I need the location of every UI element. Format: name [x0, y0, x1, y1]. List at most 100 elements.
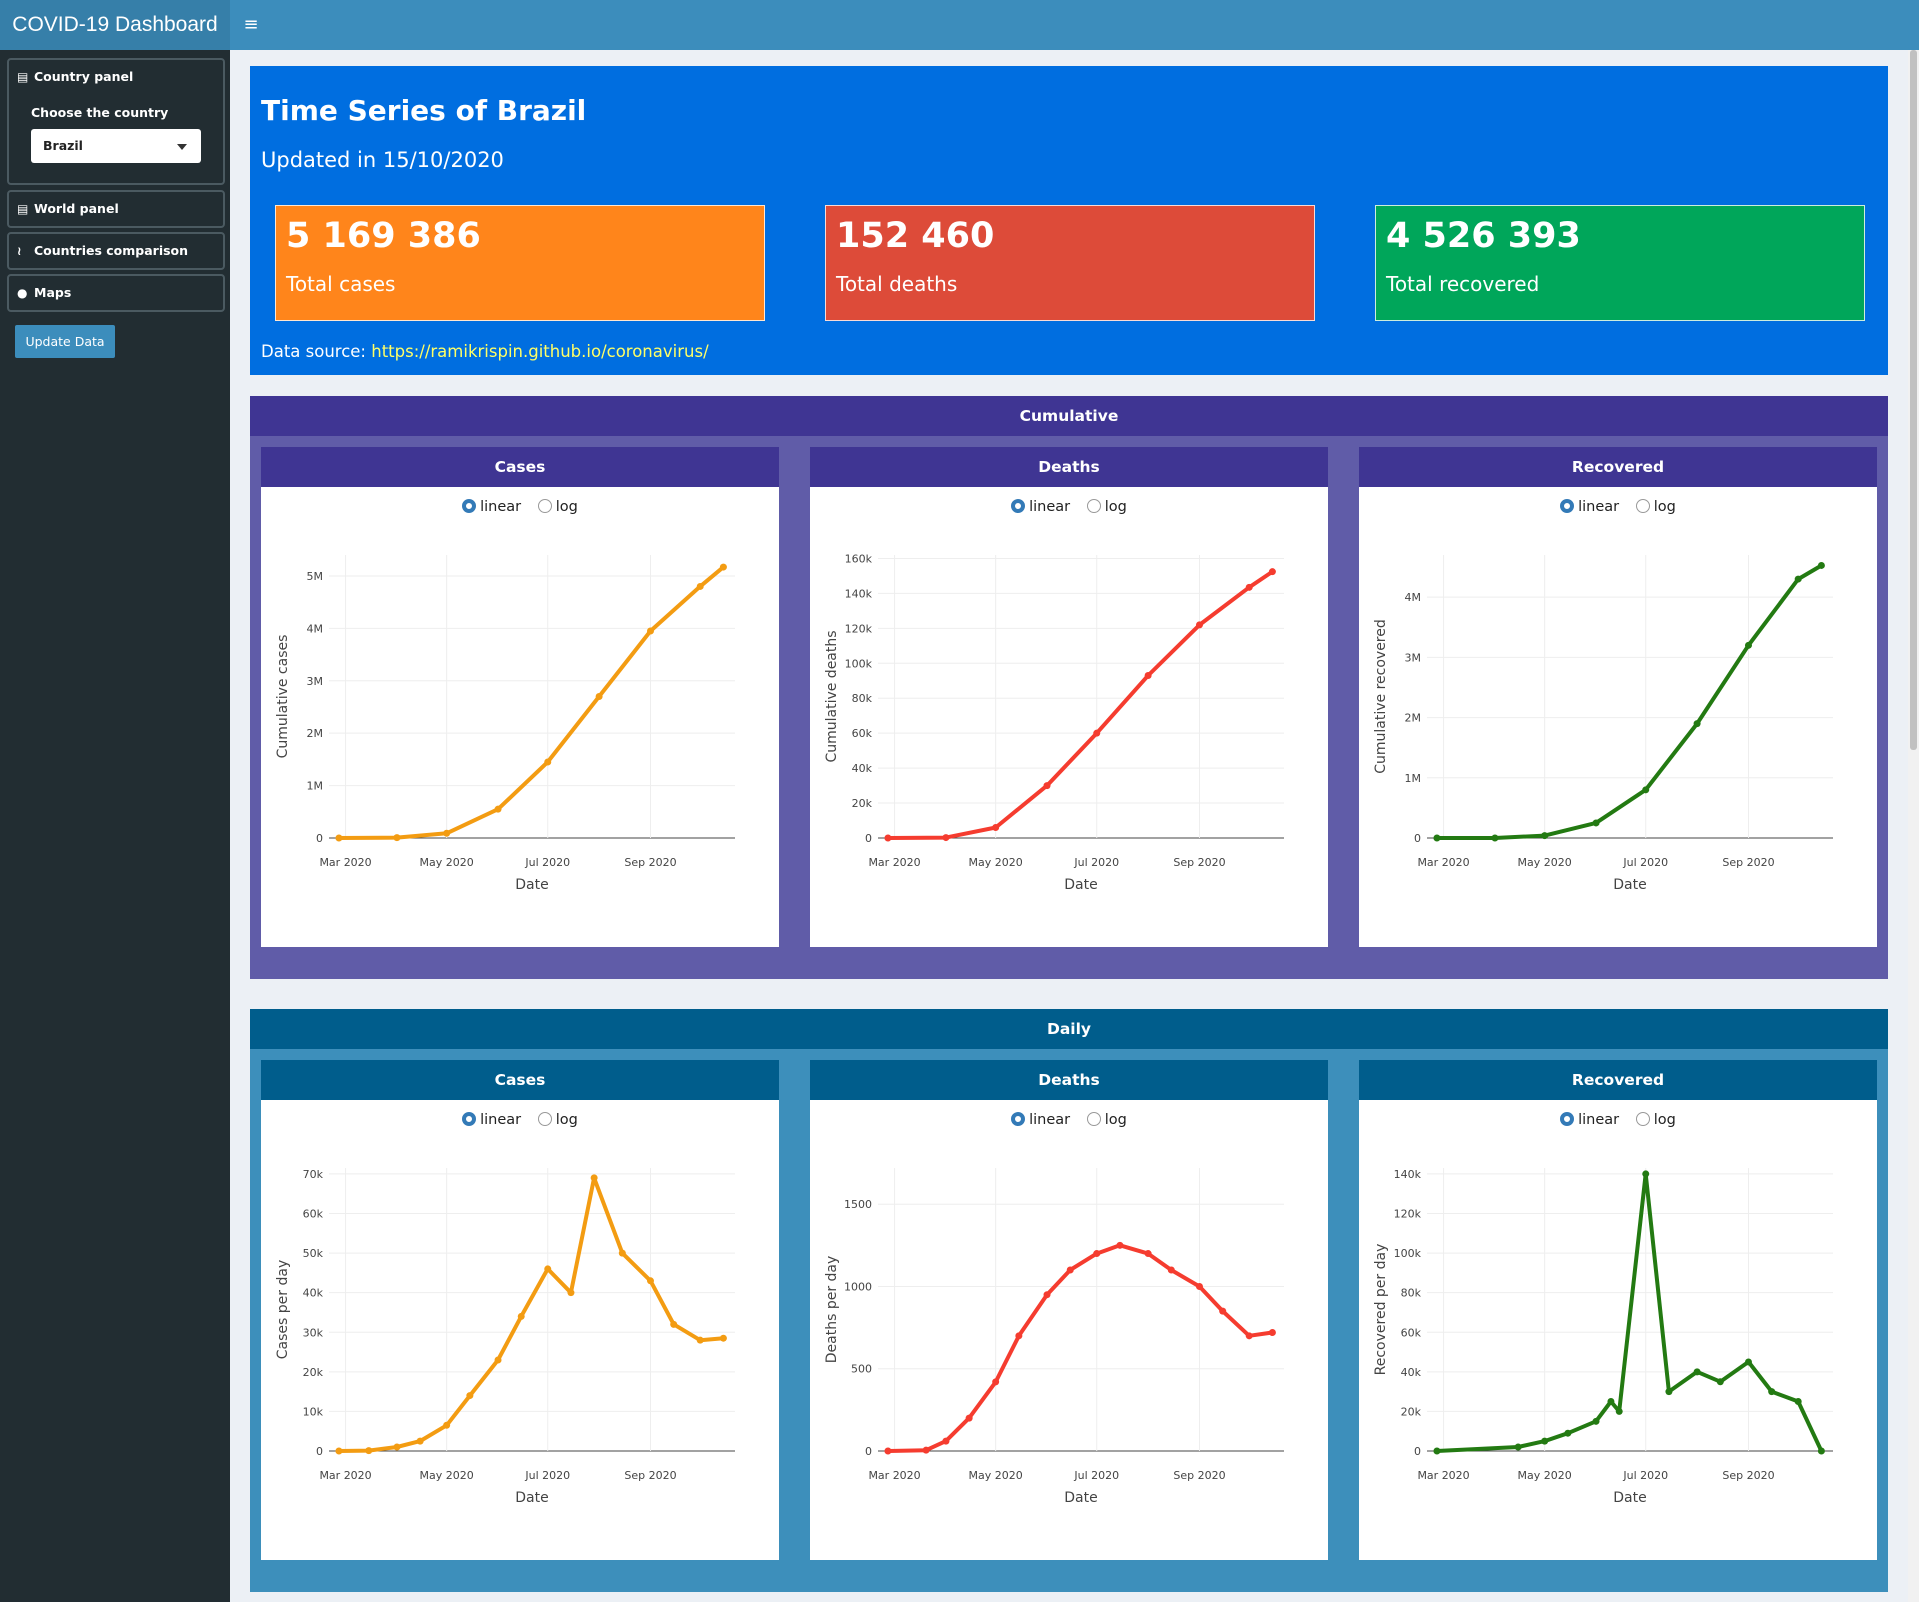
radio-dot-selected [1011, 499, 1026, 513]
y-tick-label: 50k [303, 1247, 324, 1260]
y-tick-label: 30k [303, 1326, 324, 1339]
radio-dot-selected [1560, 1112, 1575, 1126]
data-point [992, 1378, 1000, 1386]
radio-dot-selected [462, 1112, 477, 1126]
y-tick-label: 70k [303, 1168, 324, 1181]
y-tick-label: 4M [307, 622, 324, 635]
x-tick-label: May 2020 [969, 1469, 1023, 1482]
radio-dot [1086, 499, 1101, 513]
total-deaths-box: 152 460 Total deaths [825, 205, 1315, 321]
radio-log-label: log [555, 499, 578, 515]
data-point [1043, 782, 1051, 790]
data-point [1665, 1388, 1673, 1396]
series-line [338, 1175, 724, 1453]
radio-log[interactable]: log [537, 499, 578, 515]
data-point [1268, 1329, 1276, 1337]
radio-log[interactable]: log [1086, 1112, 1127, 1128]
radio-linear[interactable]: linear [1011, 499, 1070, 515]
data-point [696, 582, 704, 590]
y-tick-label: 120k [845, 622, 873, 635]
data-point [544, 1265, 552, 1273]
country-panel-title[interactable]: ▤ Country panel [17, 69, 133, 84]
y-tick-label: 60k [1401, 1326, 1422, 1339]
cumulative-cases-card: Cases linear log 0 1M 2M 3M 4M 5M Mar 2020 May … [261, 447, 779, 947]
radio-dot [1635, 1112, 1650, 1126]
total-recovered-label: Total recovered [1386, 272, 1540, 296]
bar-chart-icon: ▤ [17, 70, 29, 84]
data-point [1219, 1307, 1227, 1315]
sidebar-toggle-icon[interactable]: ≡ [243, 14, 259, 35]
data-point [466, 1392, 474, 1400]
country-panel-label: Country panel [34, 69, 134, 84]
radio-log[interactable]: log [1635, 499, 1676, 515]
data-point [670, 1320, 678, 1328]
page-scrollbar[interactable] [1908, 50, 1919, 1602]
data-point [1144, 1250, 1152, 1258]
y-tick-label: 0 [865, 832, 872, 845]
data-point [942, 1437, 950, 1445]
country-select[interactable]: Brazil [31, 129, 201, 163]
data-point [1144, 672, 1152, 680]
radio-log-label: log [1104, 1112, 1127, 1128]
x-tick-label: May 2020 [1518, 1469, 1572, 1482]
card-title: Cases [261, 1060, 779, 1100]
globe-icon: ● [17, 286, 28, 300]
series-line [338, 565, 725, 840]
data-point [1433, 834, 1441, 842]
card-title: Deaths [810, 1060, 1328, 1100]
data-point [595, 693, 603, 700]
radio-linear[interactable]: linear [1011, 1112, 1070, 1128]
total-cases-label: Total cases [286, 272, 396, 296]
cumulative-cases-chart: 0 1M 2M 3M 4M 5M Mar 2020 May 2020 Jul 2020 Sep 2… [275, 555, 735, 893]
card-title: Recovered [1359, 447, 1877, 487]
radio-log[interactable]: log [537, 1112, 578, 1128]
scale-radio-group: linear log [1359, 1112, 1877, 1128]
y-tick-label: 20k [852, 797, 873, 810]
data-point [1768, 1388, 1776, 1396]
y-tick-label: 60k [303, 1208, 324, 1221]
data-point [1514, 1443, 1522, 1451]
y-tick-label: 100k [845, 657, 873, 670]
y-tick-label: 2M [307, 727, 324, 740]
update-data-button[interactable]: Update Data [15, 325, 115, 358]
y-tick-label: 80k [1401, 1287, 1422, 1300]
data-point [922, 1446, 930, 1454]
world-panel-box[interactable]: ▤ World panel [7, 190, 225, 228]
data-point [1642, 1170, 1650, 1178]
data-point [1167, 1266, 1175, 1274]
data-point [1433, 1447, 1441, 1455]
y-tick-label: 20k [1401, 1405, 1422, 1418]
radio-linear[interactable]: linear [462, 1112, 521, 1128]
scrollbar-thumb[interactable] [1910, 50, 1917, 750]
data-point [1015, 1332, 1023, 1340]
radio-linear-label: linear [480, 1112, 522, 1128]
countries-comparison-box[interactable]: ≀ Countries comparison [7, 232, 225, 270]
daily-cases-chart: 0 10k 20k 30k 40k 50k 60k 70k Mar 2020 May 2020 Ju… [275, 1168, 735, 1506]
sidebar: ▤ Country panel Choose the country Brazil… [0, 50, 230, 1602]
data-point [1093, 729, 1101, 737]
data-source-label: Data source: [261, 342, 366, 361]
data-point [1541, 832, 1549, 840]
x-tick-label: Jul 2020 [524, 1469, 570, 1482]
radio-log[interactable]: log [1086, 499, 1127, 515]
data-source-link[interactable]: https://ramikrispin.github.io/coronaviru… [371, 342, 709, 361]
total-cases-box: 5 169 386 Total cases [275, 205, 765, 321]
y-tick-label: 0 [1414, 1445, 1421, 1458]
radio-dot [1086, 1112, 1101, 1126]
radio-linear-label: linear [1029, 499, 1071, 515]
y-axis-label: Deaths per day [824, 1256, 840, 1364]
radio-log[interactable]: log [1635, 1112, 1676, 1128]
data-point [1195, 1282, 1203, 1290]
maps-box[interactable]: ● Maps [7, 274, 225, 312]
radio-linear[interactable]: linear [1560, 499, 1619, 515]
data-point [1592, 1417, 1600, 1425]
total-recovered-box: 4 526 393 Total recovered [1375, 205, 1865, 321]
radio-linear[interactable]: linear [462, 499, 521, 515]
cumulative-deaths-chart: 0 20k 40k 60k 80k 100k 120k 140k 160k Mar 2020 May… [824, 552, 1284, 893]
radio-linear[interactable]: linear [1560, 1112, 1619, 1128]
x-tick-label: Sep 2020 [624, 856, 676, 869]
y-tick-label: 0 [865, 1445, 872, 1458]
choose-country-label: Choose the country [31, 105, 169, 120]
x-tick-label: Jul 2020 [1073, 856, 1119, 869]
series-line [887, 1243, 1273, 1453]
